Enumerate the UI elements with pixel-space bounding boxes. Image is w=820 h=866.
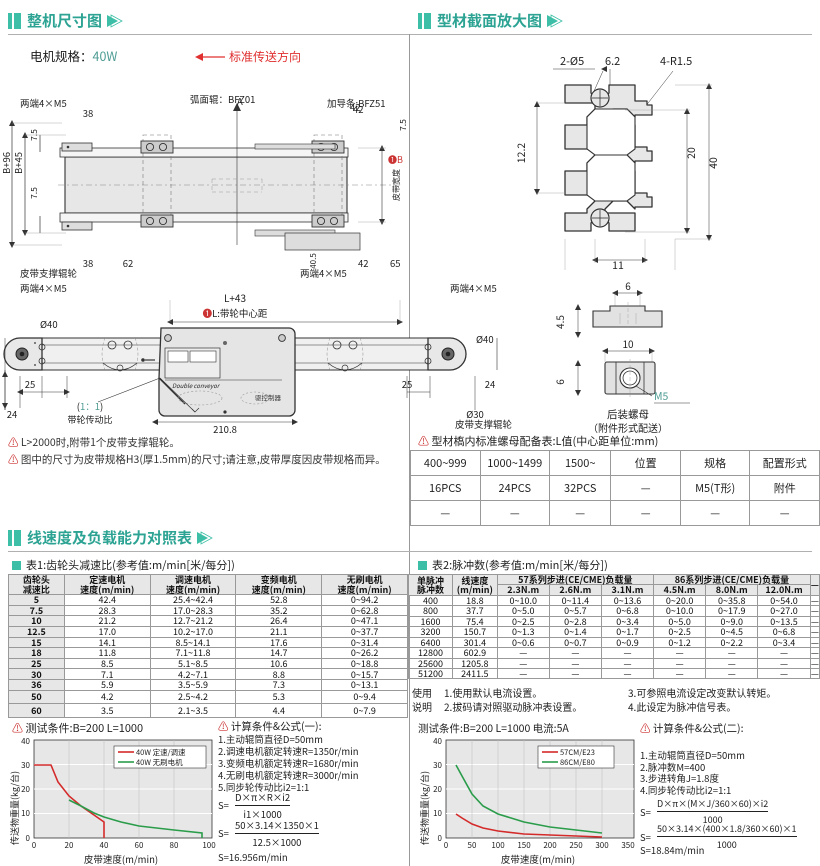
- svg-text:6: 6: [625, 282, 631, 293]
- svg-text:7.5: 7.5: [397, 119, 409, 131]
- svg-text:带轮传动比: 带轮传动比: [67, 413, 112, 426]
- svg-text:50: 50: [468, 840, 477, 851]
- svg-text:20: 20: [684, 147, 699, 159]
- svg-text:❶B: ❶B: [388, 153, 403, 166]
- svg-text:24: 24: [485, 377, 496, 391]
- svg-text:200: 200: [543, 840, 557, 851]
- svg-text:4.5: 4.5: [552, 315, 567, 329]
- svg-text:两端4×M5: 两端4×M5: [20, 96, 67, 110]
- svg-text:驱控制器: 驱控制器: [255, 392, 282, 402]
- svg-text:65: 65: [390, 256, 401, 270]
- svg-text:60: 60: [135, 840, 144, 851]
- svg-text:皮带宽度: 皮带宽度: [391, 169, 402, 201]
- svg-text:7.5: 7.5: [28, 187, 40, 199]
- svg-text:42: 42: [353, 102, 364, 116]
- svg-text:两端4×M5: 两端4×M5: [20, 281, 67, 295]
- svg-text:10: 10: [622, 336, 634, 351]
- svg-text:皮带支撑辊轮: 皮带支撑辊轮: [455, 417, 513, 431]
- svg-text:100: 100: [202, 840, 216, 851]
- svg-text:24: 24: [7, 407, 18, 421]
- svg-text:40.5: 40.5: [308, 253, 319, 269]
- svg-text:M5: M5: [654, 389, 669, 404]
- svg-text:Ø40: Ø40: [40, 317, 58, 331]
- svg-text:20: 20: [21, 784, 30, 795]
- svg-text:皮带速度(m/min): 皮带速度(m/min): [84, 852, 158, 866]
- svg-text:0: 0: [26, 833, 31, 844]
- svg-text:100: 100: [491, 840, 505, 851]
- svg-text:0: 0: [438, 833, 443, 844]
- svg-text:(1：1): (1：1): [77, 399, 103, 413]
- svg-text:弧面辊：BFZ01: 弧面辊：BFZ01: [190, 95, 255, 106]
- svg-text:0: 0: [444, 840, 449, 851]
- svg-text:250: 250: [569, 840, 583, 851]
- svg-text:20: 20: [65, 840, 74, 851]
- svg-text:86CM/E80: 86CM/E80: [560, 757, 595, 768]
- svg-text:40: 40: [21, 736, 30, 747]
- svg-text:30: 30: [433, 760, 442, 771]
- svg-text:40: 40: [100, 840, 109, 851]
- svg-text:12.2: 12.2: [514, 143, 529, 164]
- svg-text:两端4×M5: 两端4×M5: [450, 281, 497, 295]
- svg-text:38: 38: [83, 106, 94, 120]
- svg-text:210.8: 210.8: [213, 422, 237, 436]
- svg-text:38: 38: [83, 256, 94, 270]
- svg-text:300: 300: [595, 840, 609, 851]
- svg-text:10: 10: [21, 808, 30, 819]
- svg-text:0: 0: [32, 840, 37, 851]
- svg-text:6: 6: [552, 379, 567, 385]
- svg-text:传送物重量(kg/台): 传送物重量(kg/台): [8, 771, 21, 845]
- svg-text:❶L:带轮中心距: ❶L:带轮中心距: [203, 306, 268, 320]
- svg-text:B+45: B+45: [11, 152, 25, 174]
- svg-text:80: 80: [170, 840, 179, 851]
- svg-text:40: 40: [706, 157, 721, 169]
- svg-text:皮带支撑辊轮: 皮带支撑辊轮: [20, 266, 78, 280]
- svg-text:25: 25: [25, 377, 36, 391]
- svg-text:Double conveyor: Double conveyor: [172, 381, 221, 390]
- svg-text:40: 40: [433, 736, 442, 747]
- svg-text:20: 20: [433, 784, 442, 795]
- svg-text:30: 30: [21, 760, 30, 771]
- svg-text:2-Ø5: 2-Ø5: [560, 53, 584, 69]
- svg-text:传送物重量(kg/台): 传送物重量(kg/台): [418, 771, 431, 845]
- svg-text:350: 350: [621, 840, 635, 851]
- svg-text:10: 10: [433, 808, 442, 819]
- svg-text:40W 无刷电机: 40W 无刷电机: [136, 757, 183, 768]
- svg-text:150: 150: [517, 840, 531, 851]
- svg-text:L+43: L+43: [224, 290, 246, 305]
- svg-text:Ø40: Ø40: [476, 332, 494, 346]
- svg-text:62: 62: [123, 256, 134, 270]
- svg-text:42: 42: [358, 256, 369, 270]
- svg-text:皮带速度(m/min): 皮带速度(m/min): [501, 852, 575, 866]
- svg-text:两端4×M5: 两端4×M5: [300, 266, 347, 280]
- svg-text:6.2: 6.2: [605, 53, 620, 69]
- svg-text:4-R1.5: 4-R1.5: [660, 53, 692, 69]
